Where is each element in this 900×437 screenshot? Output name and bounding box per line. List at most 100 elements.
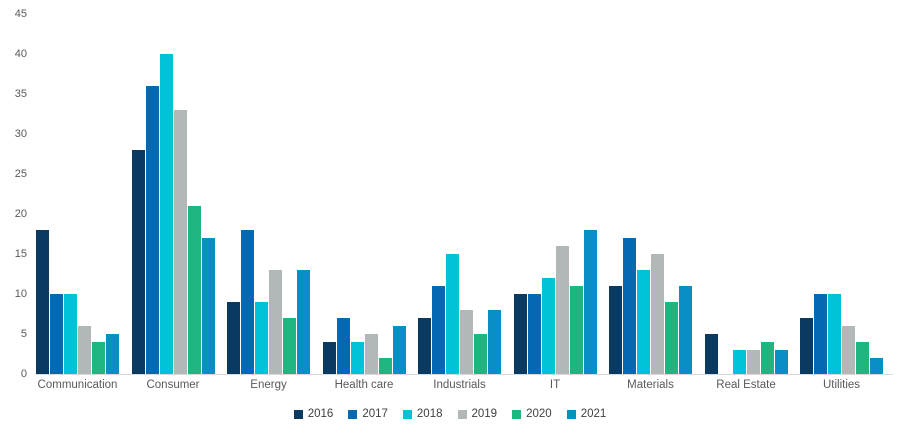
bar-2020-health-care xyxy=(378,358,392,374)
bar-group-consumer xyxy=(131,14,215,374)
legend-item-2020: 2020 xyxy=(512,408,552,420)
y-axis-tick-label-35: 35 xyxy=(14,88,27,100)
bar-2016-it xyxy=(513,294,527,374)
bar-2019-industrials xyxy=(460,310,473,374)
bar-group-health-care xyxy=(322,14,406,374)
y-axis-tick-label-45: 45 xyxy=(14,8,27,20)
legend-label-2018: 2018 xyxy=(416,408,443,420)
x-axis-labels: Communication Consumer Energy Health care In… xyxy=(36,379,883,391)
y-axis-tick-label-20: 20 xyxy=(14,208,27,220)
bar-2019-communication xyxy=(78,326,91,374)
bar-2021-health-care xyxy=(392,326,406,374)
bar-2020-industrials xyxy=(474,334,487,374)
y-axis-tick-label-5: 5 xyxy=(20,328,27,340)
bar-2017-it xyxy=(527,294,541,374)
bar-2018-industrials xyxy=(446,254,459,374)
bar-2016-consumer xyxy=(131,150,145,374)
bar-2016-communication xyxy=(36,230,49,374)
x-axis-line xyxy=(35,374,893,375)
bar-2021-utilities xyxy=(870,358,883,374)
legend-item-2021: 2021 xyxy=(566,408,607,420)
legend-swatch-icon-2020 xyxy=(512,409,522,419)
x-axis-label-energy: Energy xyxy=(250,379,287,391)
y-axis-tick-label-15: 15 xyxy=(14,248,27,260)
bar-2020-communication xyxy=(92,342,105,374)
x-axis-label-real-estate: Real Estate xyxy=(716,379,776,391)
bar-2017-utilities xyxy=(814,294,827,374)
legend-label-2019: 2019 xyxy=(471,408,498,420)
bar-group-energy xyxy=(227,14,310,374)
bar-2018-consumer xyxy=(159,54,173,374)
x-axis-label-consumer: Consumer xyxy=(146,379,200,391)
bar-group-utilities xyxy=(800,14,883,374)
bar-2017-health-care xyxy=(336,318,350,374)
legend-swatch-icon-2018 xyxy=(402,409,412,419)
bar-2017-consumer xyxy=(145,86,159,374)
bar-2016-industrials xyxy=(418,318,431,374)
bar-2019-consumer xyxy=(173,110,187,374)
bar-2019-materials xyxy=(651,254,664,374)
x-axis-label-health-care: Health care xyxy=(334,379,394,391)
bar-2020-real-estate xyxy=(760,342,774,374)
y-axis-tick-label-30: 30 xyxy=(14,128,27,140)
bar-2016-energy xyxy=(227,302,240,374)
bar-2017-materials xyxy=(623,238,636,374)
x-axis-label-industrials: Industrials xyxy=(433,379,486,391)
bar-2018-energy xyxy=(255,302,268,374)
bar-2021-communication xyxy=(106,334,119,374)
bar-group-communication xyxy=(36,14,119,374)
legend-item-2019: 2019 xyxy=(457,408,498,420)
bar-2018-materials xyxy=(637,270,650,374)
x-axis-label-materials: Materials xyxy=(627,379,674,391)
bar-2018-utilities xyxy=(828,294,841,374)
legend-item-2017: 2017 xyxy=(348,408,388,420)
y-axis-tick-label-25: 25 xyxy=(14,168,27,180)
bar-group-it xyxy=(513,14,597,374)
bar-2021-consumer xyxy=(201,238,215,374)
legend-label-2016: 2016 xyxy=(307,408,334,420)
bar-2021-real-estate xyxy=(774,350,788,374)
y-axis-tick-label-40: 40 xyxy=(14,48,27,60)
legend-swatch-icon-2017 xyxy=(348,409,358,419)
bar-2018-it xyxy=(541,278,555,374)
bar-2018-health-care xyxy=(350,342,364,374)
legend-swatch-icon-2019 xyxy=(457,409,467,419)
bar-2016-health-care xyxy=(322,342,336,374)
bar-2019-health-care xyxy=(364,334,378,374)
bar-2017-energy xyxy=(241,230,254,374)
legend-label-2017: 2017 xyxy=(362,408,388,420)
bar-2021-industrials xyxy=(488,310,501,374)
bar-2016-real-estate xyxy=(704,334,718,374)
bar-2020-it xyxy=(569,286,583,374)
legend: 2016 2017 2018 2019 2020 2021 xyxy=(0,408,900,420)
bar-2017-communication xyxy=(50,294,63,374)
bar-2020-utilities xyxy=(856,342,869,374)
bar-2018-real-estate xyxy=(732,350,746,374)
y-axis-tick-label-0: 0 xyxy=(20,368,27,380)
legend-item-2016: 2016 xyxy=(293,408,334,420)
bar-2016-materials xyxy=(609,286,622,374)
bar-2020-consumer xyxy=(187,206,201,374)
bar-2018-communication xyxy=(64,294,77,374)
bar-2021-materials xyxy=(679,286,692,374)
x-axis-label-communication: Communication xyxy=(37,379,118,391)
bar-2021-it xyxy=(583,230,597,374)
legend-label-2021: 2021 xyxy=(580,408,607,420)
bar-group-real-estate xyxy=(704,14,788,374)
legend-swatch-icon-2016 xyxy=(293,409,303,419)
legend-item-2018: 2018 xyxy=(402,408,443,420)
bar-group-materials xyxy=(609,14,692,374)
bar-2020-materials xyxy=(665,302,678,374)
legend-swatch-icon-2021 xyxy=(566,409,576,419)
bar-2019-energy xyxy=(269,270,282,374)
bar-2019-utilities xyxy=(842,326,855,374)
x-axis-label-utilities: Utilities xyxy=(822,379,861,391)
plot-area xyxy=(36,14,883,374)
y-axis-tick-label-10: 10 xyxy=(14,288,27,300)
x-axis-label-it: IT xyxy=(549,379,561,391)
bar-2021-energy xyxy=(297,270,310,374)
bar-2020-energy xyxy=(283,318,296,374)
bar-2017-industrials xyxy=(432,286,445,374)
bar-2019-it xyxy=(555,246,569,374)
